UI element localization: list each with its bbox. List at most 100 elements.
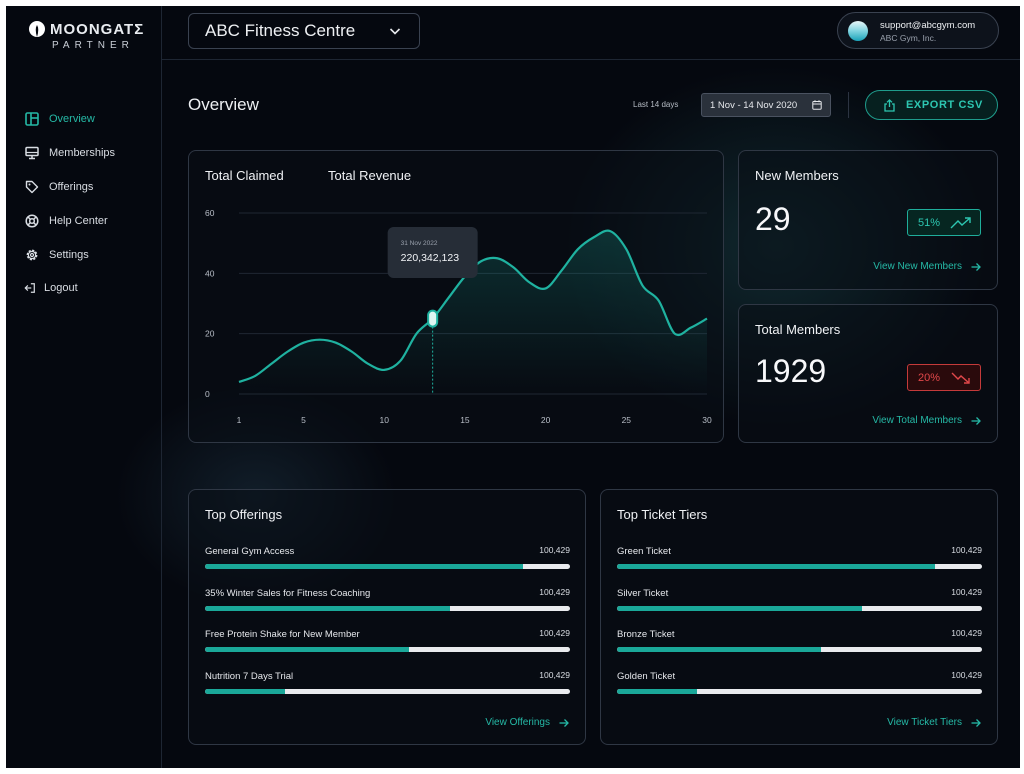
sidebar-item-memberships[interactable]: Memberships [24,143,115,163]
tab-total-claimed[interactable]: Total Claimed [205,168,284,183]
change-value: 51% [918,216,941,229]
moon-logo-icon [29,21,45,37]
gym-selector-dropdown[interactable]: ABC Fitness Centre [188,13,420,49]
view-ticket-tiers-link[interactable]: View Ticket Tiers [887,717,981,728]
tooltip-box [387,227,478,278]
progress-row[interactable]: Silver Ticket 100,429 [617,586,982,624]
row-name: Silver Ticket [617,587,669,599]
link-label: View Ticket Tiers [887,717,962,728]
x-tick-label: 25 [622,415,632,425]
tag-icon [24,179,40,195]
account-menu[interactable]: support@abcgym.com ABC Gym, Inc. [837,12,999,49]
row-value: 100,429 [951,586,982,597]
row-value: 100,429 [539,545,570,555]
gym-name: ABC Fitness Centre [205,21,356,40]
progress-track [617,564,982,569]
progress-fill [205,688,286,694]
progress-row[interactable]: Green Ticket 100,429 [617,545,982,582]
sidebar-item-settings[interactable]: Settings [24,245,89,265]
calendar-icon [812,100,822,110]
progress-fill [617,564,935,569]
progress-row[interactable]: 35% Winter Sales for Fitness Coaching 100… [205,587,570,624]
avatar [848,21,868,41]
progress-row[interactable]: General Gym Access 100,429 [205,545,570,582]
row-name: Golden Ticket [617,670,676,682]
x-tick-label: 10 [380,415,390,425]
sidebar-item-label: Help Center [49,215,108,227]
card-title: Top Offerings [205,507,283,522]
monitor-icon [24,145,40,161]
row-value: 100,429 [951,669,982,680]
sidebar-item-overview[interactable]: Overview [24,109,95,129]
y-tick-label: 60 [205,208,215,218]
chart-card: Total Claimed Total Revenue 0 20 40 60 1 5 10 1… [188,150,724,443]
arrow-right-icon [971,416,981,425]
view-offerings-link[interactable]: View Offerings [485,717,569,728]
change-badge: 20% [907,364,981,391]
progress-track [205,647,570,652]
progress-fill [617,688,698,694]
date-range-picker[interactable]: 1 Nov - 14 Nov 2020 [701,93,831,117]
y-tick-label: 40 [205,268,215,278]
progress-row[interactable]: Golden Ticket 100,429 [617,669,982,707]
x-tick-label: 15 [460,415,470,425]
progress-fill [205,564,523,569]
view-new-members-link[interactable]: View New Members [873,261,981,272]
progress-track [205,688,570,694]
tab-total-revenue[interactable]: Total Revenue [328,168,412,183]
arrow-right-icon [559,718,569,727]
sidebar: MOONGATΣ PARTNER Overview Memberships [6,6,162,768]
progress-fill [617,605,862,611]
change-badge: 51% [907,209,981,236]
view-total-members-link[interactable]: View Total Members [872,415,981,426]
highlight-marker [427,309,439,328]
progress-fill [205,605,450,611]
row-value: 100,429 [539,669,570,680]
sidebar-item-label: Memberships [49,147,116,159]
y-tick-label: 0 [205,389,210,399]
sidebar-item-help-center[interactable]: Help Center [24,211,108,231]
link-label: View Offerings [485,717,550,728]
sidebar-item-label: Overview [49,113,95,125]
row-name: Nutrition 7 Days Trial [205,670,294,682]
arrow-right-icon [971,262,981,271]
chevron-down-icon [389,28,401,35]
progress-track [205,605,570,611]
progress-track [205,564,570,569]
export-csv-button[interactable]: EXPORT CSV [865,90,998,120]
arrow-right-icon [971,718,981,727]
row-name: Green Ticket [617,546,671,557]
logout-icon [24,280,36,296]
top-bar: ABC Fitness Centre support@abcgym.com AB… [162,6,1020,60]
sidebar-item-logout[interactable]: Logout [24,278,78,298]
x-tick-label: 1 [237,415,242,425]
brand-logo[interactable]: MOONGATΣ PARTNER [28,18,148,58]
card-title: Total Members [755,322,841,337]
share-icon [884,99,895,112]
progress-row[interactable]: Nutrition 7 Days Trial 100,429 [205,669,570,707]
new-members-value: 29 [755,201,791,237]
change-value: 20% [918,371,941,384]
row-name: 35% Winter Sales for Fitness Coaching [205,587,371,599]
sidebar-item-offerings[interactable]: Offerings [24,177,93,197]
trend-down-icon [951,372,970,384]
total-members-value: 1929 [755,353,827,389]
page-title: Overview [188,95,259,114]
top-ticket-tiers-card: Top Ticket Tiers Green Ticket 100,429 Silv… [600,489,998,745]
divider [848,92,849,118]
progress-row[interactable]: Free Protein Shake for New Member 100,429 [205,628,570,665]
account-email: support@abcgym.com [880,20,976,31]
series-area [239,230,707,394]
tooltip-value: 220,342,123 [401,252,460,264]
trend-up-icon [950,217,971,229]
progress-fill [617,647,822,652]
x-tick-label: 20 [541,415,551,425]
top-offerings-card: Top Offerings General Gym Access 100,429 3… [188,489,586,745]
progress-track [617,688,982,694]
layout-icon [24,111,40,127]
progress-row[interactable]: Bronze Ticket 100,429 [617,628,982,665]
new-members-card: New Members 29 51% View New Members [738,150,998,290]
account-company: ABC Gym, Inc. [880,33,937,43]
link-label: View Total Members [872,415,962,426]
